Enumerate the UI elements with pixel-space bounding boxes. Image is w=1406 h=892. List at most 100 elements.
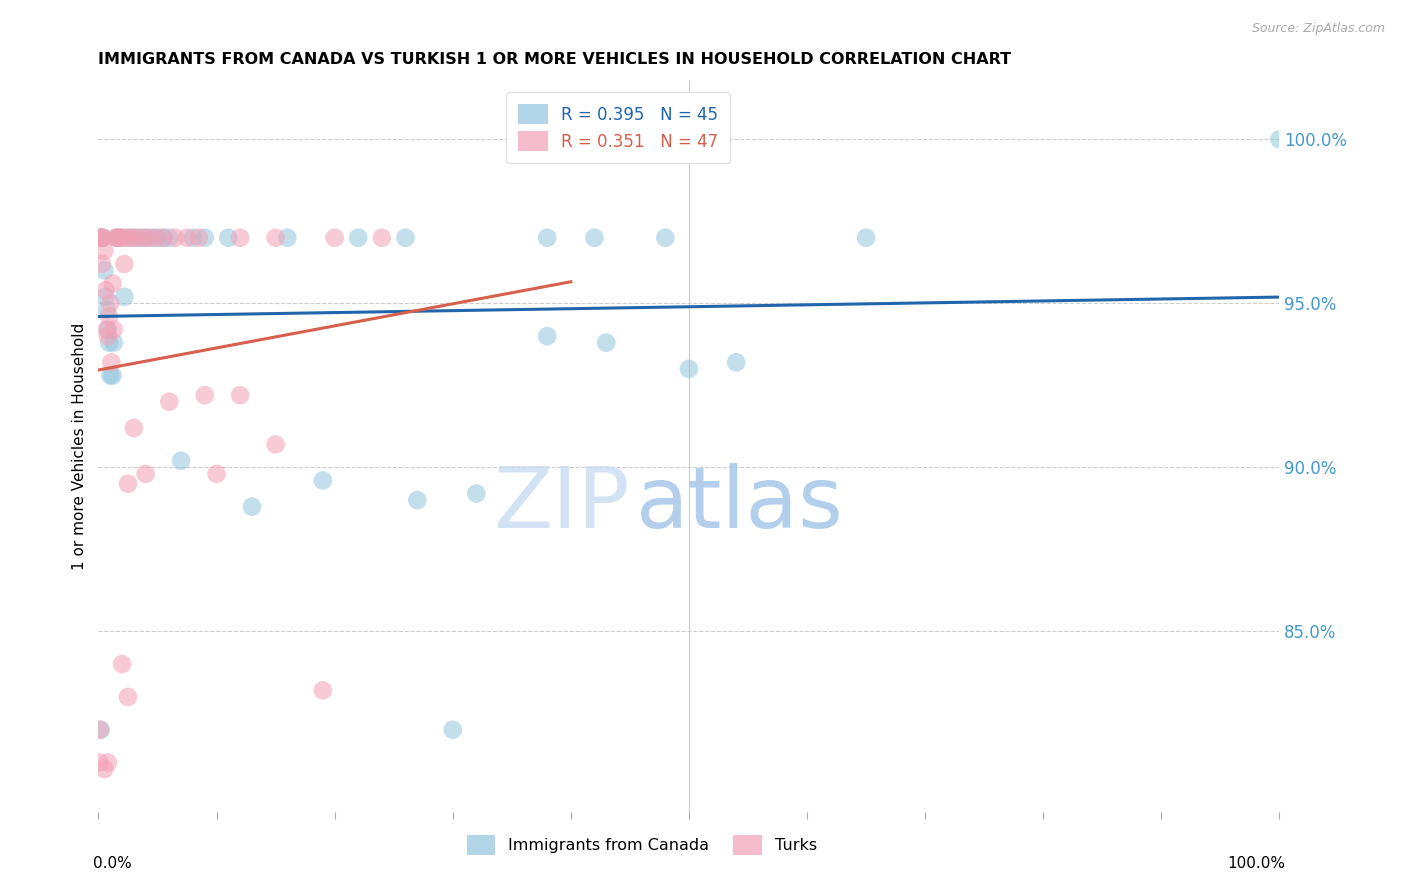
Point (105, 231, 128, 245)
Point (146, 231, 169, 245)
Point (264, 437, 287, 451)
Point (91, 231, 114, 245)
Point (101, 277, 124, 291)
Point (135, 467, 157, 481)
Point (128, 231, 150, 245)
Point (98, 296, 121, 310)
Point (152, 231, 174, 245)
Point (143, 231, 166, 245)
Point (264, 231, 287, 245)
Point (536, 231, 558, 245)
Point (111, 231, 134, 245)
Point (105, 231, 128, 245)
Text: 0.0%: 0.0% (93, 855, 131, 871)
Point (97, 329, 120, 343)
Point (111, 657, 134, 672)
Point (165, 231, 187, 245)
Point (371, 231, 394, 245)
Point (157, 231, 180, 245)
Point (122, 421, 145, 435)
Point (132, 231, 155, 245)
Point (406, 493, 429, 508)
Point (107, 231, 129, 245)
Point (103, 335, 125, 350)
Point (536, 329, 558, 343)
Point (112, 257, 135, 271)
Text: 100.0%: 100.0% (1227, 855, 1285, 871)
Point (725, 355, 748, 369)
Point (135, 231, 157, 245)
Point (91, 231, 114, 245)
Point (98, 335, 121, 350)
Point (98, 310, 121, 324)
Point (94, 283, 117, 297)
Text: IMMIGRANTS FROM CANADA VS TURKISH 1 OR MORE VEHICLES IN HOUSEHOLD CORRELATION CH: IMMIGRANTS FROM CANADA VS TURKISH 1 OR M… (98, 52, 1011, 67)
Point (96, 302, 118, 317)
Y-axis label: 1 or more Vehicles in Household: 1 or more Vehicles in Household (72, 322, 87, 570)
Point (855, 231, 877, 245)
Point (96, 322, 118, 336)
Point (111, 231, 134, 245)
Point (100, 355, 122, 369)
Point (654, 231, 676, 245)
Point (141, 231, 163, 245)
Point (441, 723, 464, 737)
Point (312, 683, 335, 698)
Point (229, 388, 252, 402)
Point (90, 231, 112, 245)
Point (97, 322, 120, 336)
Text: ZIP: ZIP (494, 463, 630, 546)
Point (394, 231, 416, 245)
Point (112, 290, 135, 304)
Point (583, 231, 606, 245)
Point (117, 231, 139, 245)
Point (678, 362, 700, 376)
Point (187, 231, 209, 245)
Point (181, 231, 204, 245)
Point (117, 476, 139, 491)
Point (101, 368, 124, 383)
Point (194, 388, 217, 402)
Text: atlas: atlas (636, 463, 844, 546)
Point (108, 231, 131, 245)
Point (89, 756, 111, 770)
Point (1268, 132, 1291, 146)
Point (152, 231, 174, 245)
Point (323, 231, 346, 245)
Point (90, 723, 112, 737)
Point (93, 762, 115, 776)
Point (312, 474, 335, 488)
Point (98, 368, 121, 383)
Point (117, 231, 139, 245)
Point (91, 257, 114, 271)
Point (91, 231, 114, 245)
Point (240, 500, 263, 514)
Point (93, 263, 115, 277)
Point (103, 322, 125, 336)
Point (94, 290, 117, 304)
Point (89, 723, 111, 737)
Point (347, 231, 370, 245)
Legend: Immigrants from Canada, Turks: Immigrants from Canada, Turks (456, 824, 828, 866)
Point (217, 231, 239, 245)
Point (276, 231, 298, 245)
Point (194, 231, 217, 245)
Point (170, 454, 193, 468)
Point (465, 486, 488, 500)
Point (122, 231, 145, 245)
Point (176, 231, 198, 245)
Point (89, 231, 111, 245)
Point (136, 231, 159, 245)
Point (97, 756, 120, 770)
Point (595, 335, 617, 350)
Point (205, 467, 228, 481)
Point (91, 231, 114, 245)
Point (157, 394, 180, 409)
Text: Source: ZipAtlas.com: Source: ZipAtlas.com (1251, 22, 1385, 36)
Point (117, 690, 139, 704)
Point (105, 231, 128, 245)
Point (93, 244, 115, 258)
Point (125, 231, 148, 245)
Point (121, 231, 143, 245)
Point (229, 231, 252, 245)
